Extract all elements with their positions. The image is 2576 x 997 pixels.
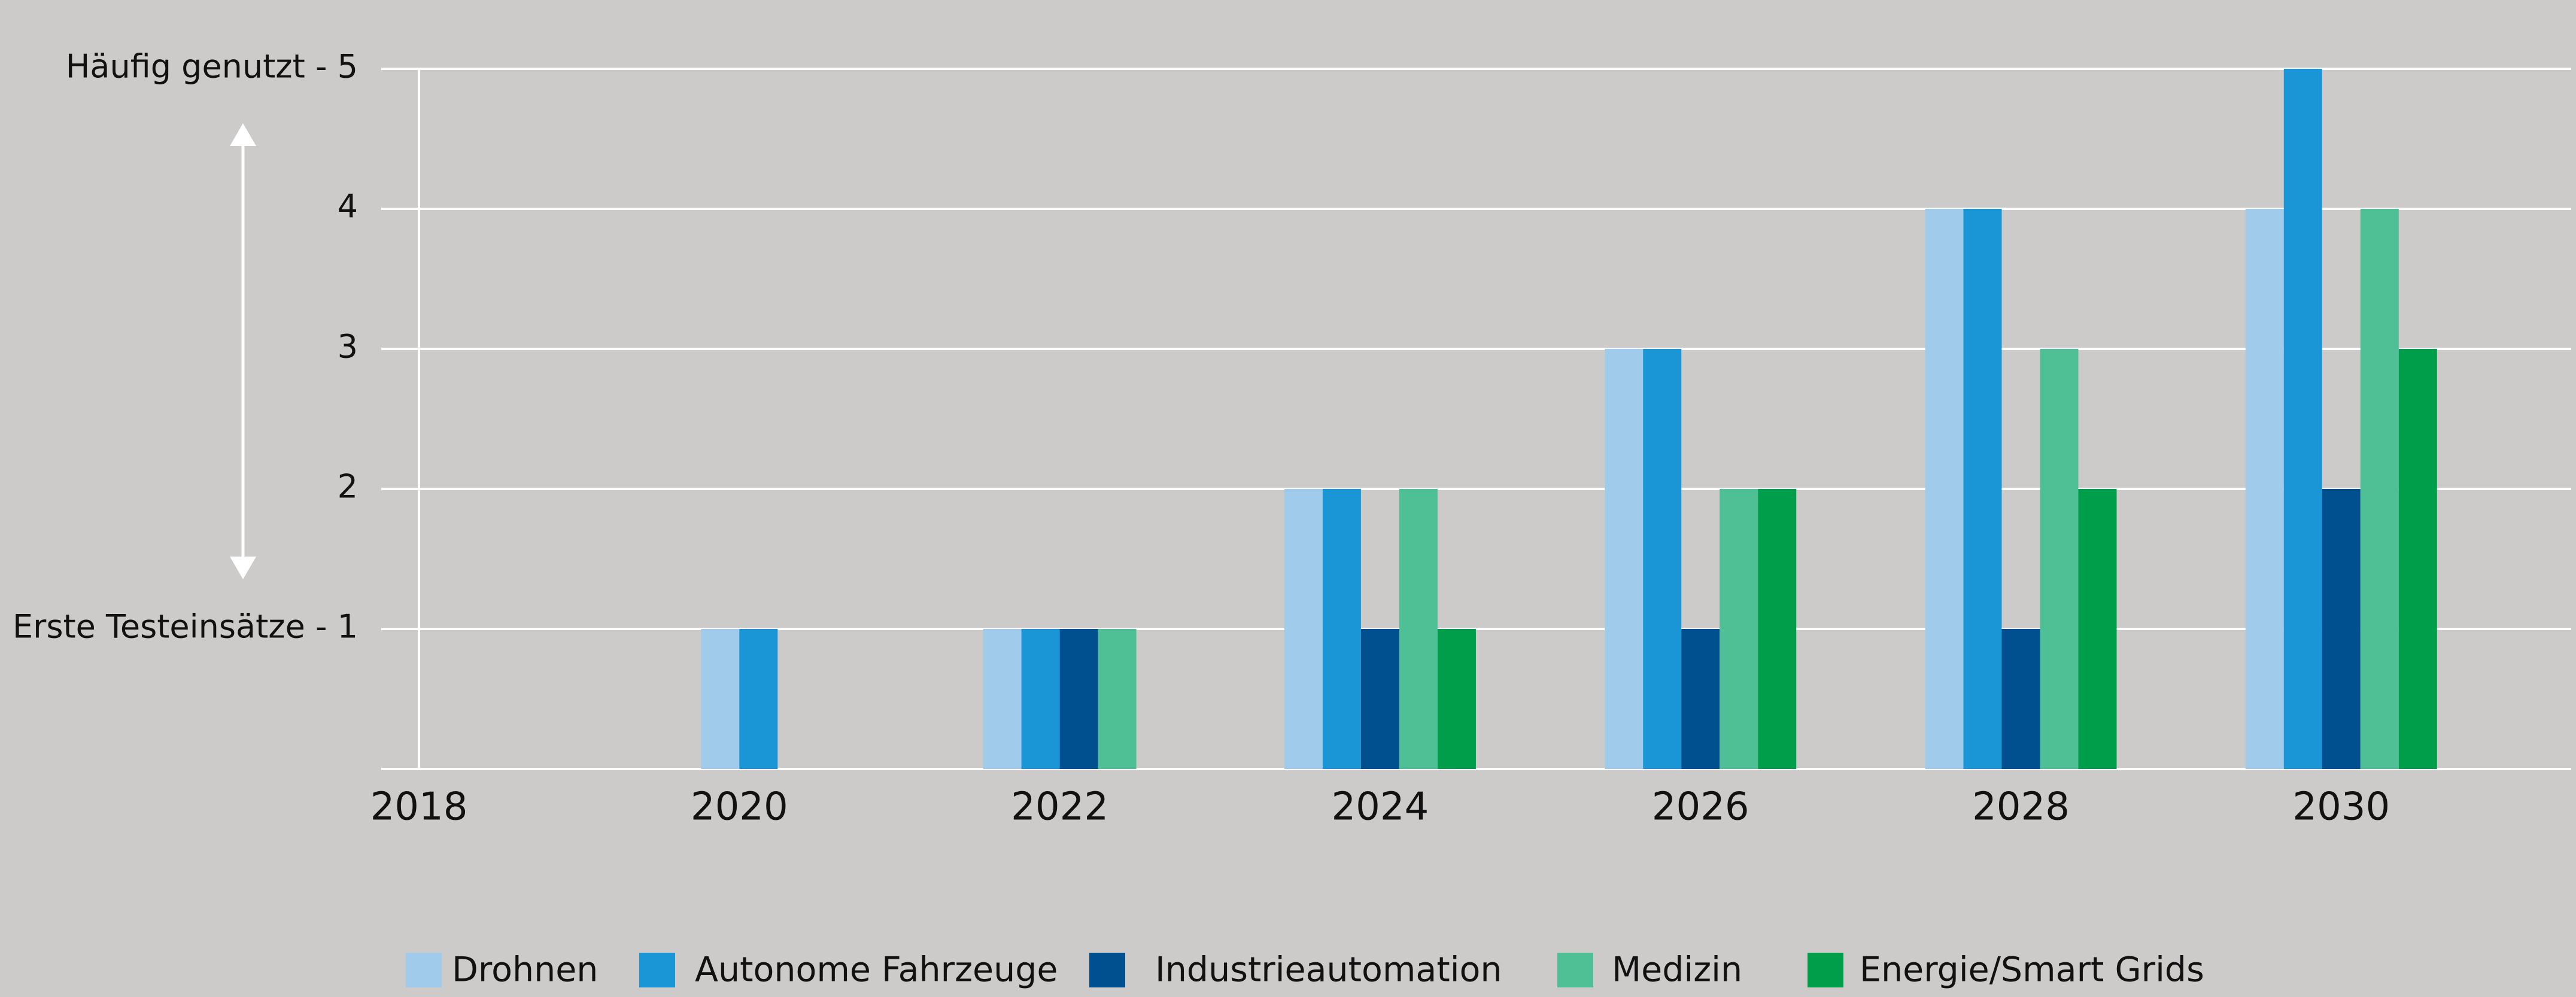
y-tick-label: 4 [338, 188, 358, 226]
y-tick-label: Erste Testeinsätze - 1 [13, 608, 358, 646]
bar [701, 629, 740, 769]
legend-label: Energie/Smart Grids [1860, 950, 2204, 990]
bar [983, 629, 1022, 769]
bar [1322, 489, 1361, 769]
legend-label: Autonome Fahrzeuge [695, 950, 1058, 990]
x-tick-label: 2030 [2292, 785, 2390, 829]
bar [1360, 629, 1399, 769]
bar [2001, 629, 2040, 769]
bar [1963, 209, 2002, 769]
x-tick-label: 2026 [1652, 785, 1749, 829]
bar [1605, 349, 1644, 769]
bar [2398, 349, 2437, 769]
legend-label: Medizin [1612, 950, 1742, 990]
bar [1059, 629, 1098, 769]
bar [1399, 489, 1438, 769]
y-tick-label: Häufig genutzt - 5 [66, 48, 358, 86]
bar [2040, 349, 2079, 769]
x-tick-label: 2022 [1011, 785, 1108, 829]
x-tick-label: 2028 [1972, 785, 2070, 829]
bar [1284, 489, 1323, 769]
legend-swatch [639, 953, 675, 987]
legend-swatch [1089, 953, 1125, 987]
x-tick-label: 2024 [1331, 785, 1429, 829]
bar [2360, 209, 2399, 769]
bar [1643, 349, 1682, 769]
legend-swatch [1557, 953, 1593, 987]
y-tick-label: 2 [338, 468, 358, 506]
bar [2283, 69, 2322, 769]
bar [1758, 489, 1797, 769]
bar [1098, 629, 1137, 769]
y-tick-label: 3 [338, 328, 358, 366]
arrow-head-up [230, 123, 256, 146]
legend-swatch [1808, 953, 1843, 987]
legend-swatch [406, 953, 442, 987]
bar [1681, 629, 1720, 769]
bar [739, 629, 778, 769]
bar [1925, 209, 1964, 769]
x-tick-label: 2018 [370, 785, 468, 829]
arrow-head-down [230, 557, 256, 579]
bar [2245, 209, 2284, 769]
bar [1021, 629, 1060, 769]
bar [1437, 629, 1476, 769]
x-tick-label: 2020 [691, 785, 788, 829]
bar [2078, 489, 2117, 769]
bar [2322, 489, 2361, 769]
legend-label: Drohnen [452, 950, 598, 990]
bar [1720, 489, 1758, 769]
legend-label: Industrieautomation [1155, 950, 1502, 990]
